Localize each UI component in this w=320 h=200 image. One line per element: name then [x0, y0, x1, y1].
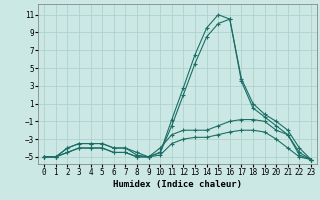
X-axis label: Humidex (Indice chaleur): Humidex (Indice chaleur): [113, 180, 242, 189]
